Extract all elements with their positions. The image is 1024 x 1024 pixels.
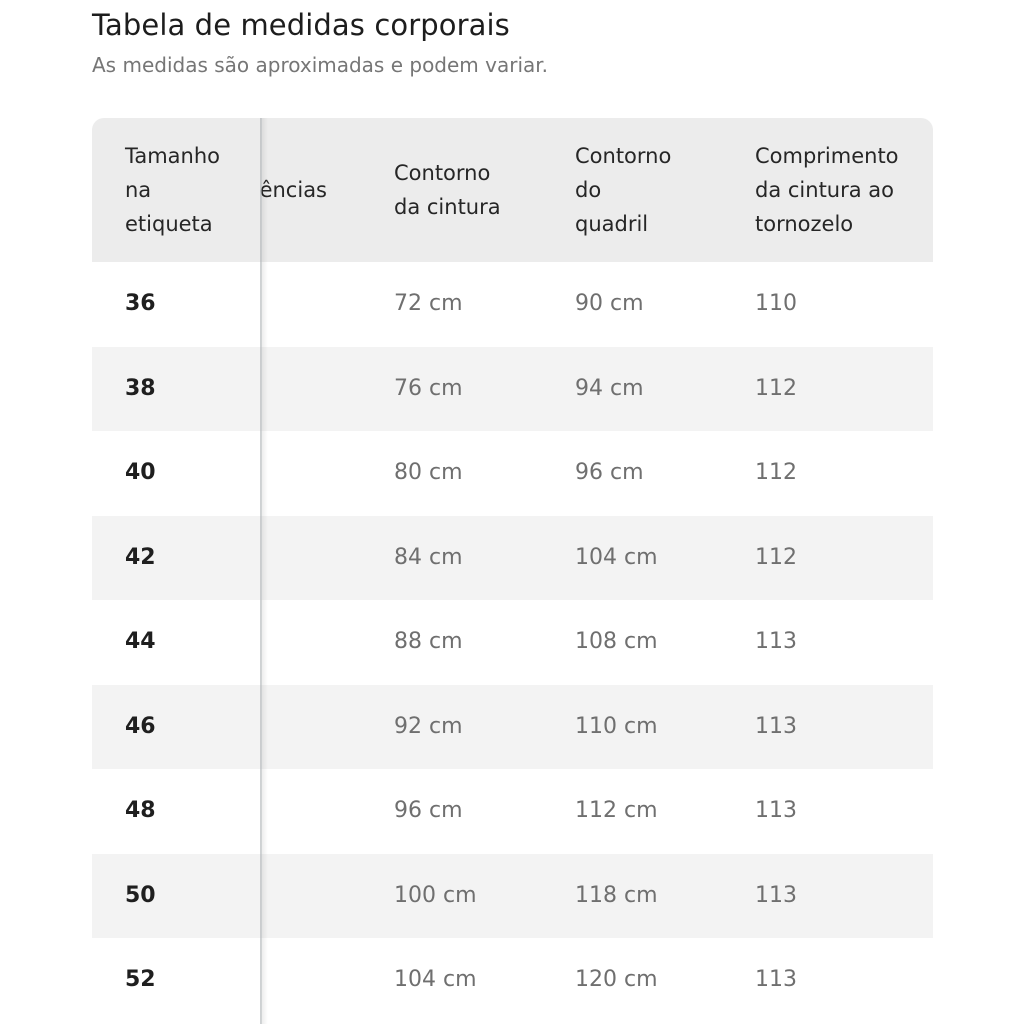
table-row: 40 80 cm 96 cm 112: [92, 431, 933, 516]
waist-cell: 100 cm: [394, 882, 477, 908]
table-row: 46 92 cm 110 cm 113: [92, 684, 933, 769]
waist-cell: 84 cm: [394, 544, 463, 570]
page-subtitle: As medidas são aproximadas e podem varia…: [92, 53, 549, 77]
size-cell: 36: [125, 291, 156, 316]
size-cell: 38: [125, 375, 156, 401]
waist-cell: 76 cm: [394, 375, 463, 401]
page-title: Tabela de medidas corporais: [92, 8, 510, 42]
table-row: 52 104 cm 120 cm 113: [92, 938, 933, 1023]
hip-cell: 104 cm: [575, 544, 658, 570]
length-cell: 113: [755, 798, 797, 823]
hip-cell: 96 cm: [575, 460, 644, 485]
size-cell: 50: [125, 882, 156, 908]
column-header-references: ências: [259, 178, 327, 202]
table-row: 42 84 cm 104 cm 112: [92, 515, 933, 600]
size-cell: 52: [125, 967, 156, 992]
table-row: 50 100 cm 118 cm 113: [92, 853, 933, 938]
waist-cell: 92 cm: [394, 713, 463, 739]
length-cell: 113: [755, 882, 797, 908]
size-cell: 42: [125, 544, 156, 570]
column-header-hip: Contorno do quadril: [575, 144, 672, 236]
hip-cell: 110 cm: [575, 713, 658, 739]
hip-cell: 120 cm: [575, 967, 658, 992]
size-cell: 44: [125, 629, 156, 654]
length-cell: 113: [755, 629, 797, 654]
column-header-size-label: Tamanho na etiqueta: [125, 144, 221, 236]
length-cell: 112: [755, 460, 797, 485]
table-header: Tamanho na etiqueta ências Contorno da c…: [92, 118, 933, 262]
waist-cell: 72 cm: [394, 291, 463, 316]
waist-cell: 104 cm: [394, 967, 477, 992]
length-cell: 113: [755, 967, 797, 992]
table-row: 38 76 cm 94 cm 112: [92, 346, 933, 431]
hip-cell: 112 cm: [575, 798, 658, 823]
hip-cell: 118 cm: [575, 882, 658, 908]
size-chart-table[interactable]: Tamanho na etiqueta ências Contorno da c…: [92, 118, 933, 1024]
waist-cell: 88 cm: [394, 629, 463, 654]
hip-cell: 94 cm: [575, 375, 644, 401]
size-cell: 46: [125, 713, 156, 739]
length-cell: 110: [755, 291, 797, 316]
length-cell: 112: [755, 375, 797, 401]
hip-cell: 90 cm: [575, 291, 644, 316]
size-cell: 40: [125, 460, 156, 485]
table-body: 36 72 cm 90 cm 110 38 76 cm 94 cm 112 40…: [92, 262, 933, 1023]
column-header-waist: Contorno da cintura: [394, 161, 501, 219]
table-row: 36 72 cm 90 cm 110: [92, 262, 933, 347]
waist-cell: 80 cm: [394, 460, 463, 485]
length-cell: 112: [755, 544, 797, 570]
table-row: 44 88 cm 108 cm 113: [92, 600, 933, 685]
column-header-waist-to-ankle: Comprimento da cintura ao tornozelo: [755, 144, 899, 236]
length-cell: 113: [755, 713, 797, 739]
hip-cell: 108 cm: [575, 629, 658, 654]
waist-cell: 96 cm: [394, 798, 463, 823]
table-row: 48 96 cm 112 cm 113: [92, 769, 933, 854]
size-cell: 48: [125, 798, 156, 823]
